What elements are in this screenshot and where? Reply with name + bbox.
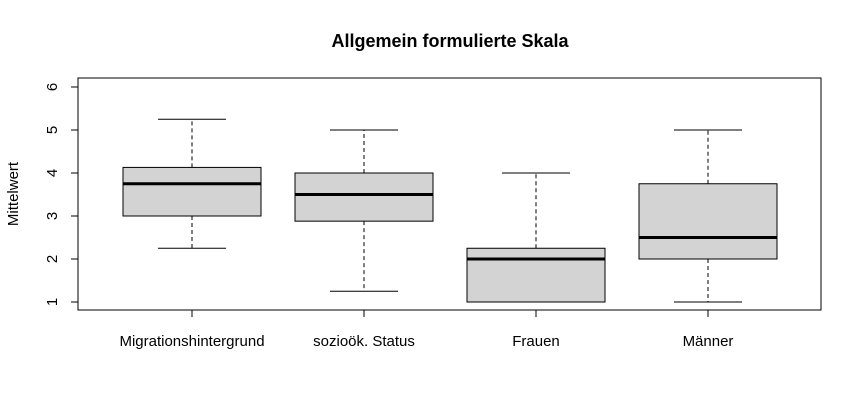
box-iqr bbox=[466, 247, 606, 303]
y-tick-label: 6 bbox=[44, 83, 61, 91]
x-tick-label: Frauen bbox=[512, 333, 560, 350]
box-1 bbox=[122, 118, 262, 249]
x-tick-label: Männer bbox=[683, 333, 734, 350]
y-tick-label: 4 bbox=[44, 169, 61, 177]
chart-title: Allgemein formulierte Skala bbox=[331, 31, 569, 51]
box-iqr bbox=[122, 166, 262, 217]
y-axis-label: Mittelwert bbox=[5, 161, 22, 226]
y-tick-label: 3 bbox=[44, 212, 61, 220]
box-iqr bbox=[294, 172, 434, 222]
box-3 bbox=[466, 172, 606, 303]
boxes-group bbox=[122, 118, 778, 303]
y-tick-label: 5 bbox=[44, 126, 61, 134]
box-2 bbox=[294, 129, 434, 292]
y-tick-label: 2 bbox=[44, 255, 61, 263]
x-axis: Migrationshintergrund sozioök. Status Frau… bbox=[119, 310, 733, 350]
box-iqr bbox=[638, 183, 778, 260]
x-tick-label: Migrationshintergrund bbox=[119, 333, 264, 350]
box-4 bbox=[638, 129, 778, 303]
plot-frame bbox=[77, 77, 822, 311]
y-axis: 1 2 3 4 5 6 bbox=[44, 83, 78, 306]
x-tick-label: sozioök. Status bbox=[313, 333, 415, 350]
y-tick-label: 1 bbox=[44, 298, 61, 306]
